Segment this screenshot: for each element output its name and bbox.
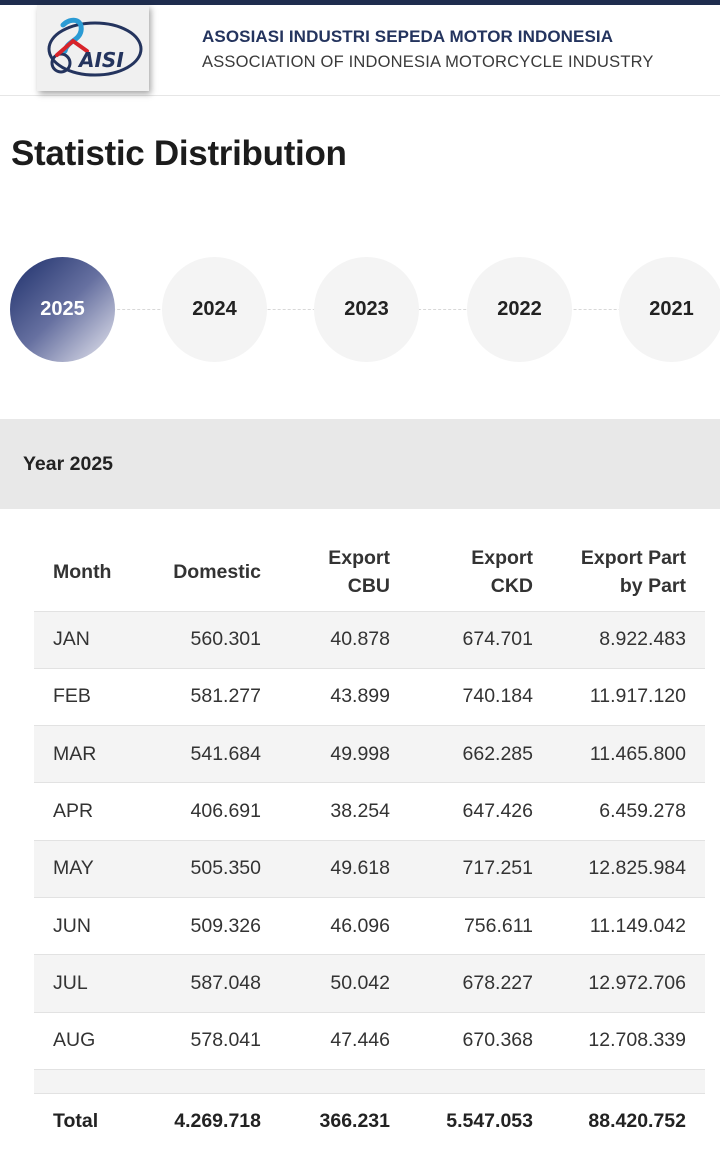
cell-domestic: 560.301 <box>143 610 280 669</box>
total-export-part: 88.420.752 <box>552 1092 705 1150</box>
cell-export-cbu: 50.042 <box>280 954 409 1013</box>
page-title: Statistic Distribution <box>11 134 347 173</box>
cell-month: MAR <box>34 725 143 783</box>
table-row: JAN 560.301 40.878 674.701 8.922.483 <box>34 610 705 669</box>
cell-export-part: 12.825.984 <box>552 839 705 898</box>
cell-month: JAN <box>34 610 143 669</box>
cell-domestic: 509.326 <box>143 896 280 955</box>
cell-domestic: 587.048 <box>143 954 280 1013</box>
cell-export-part: 12.708.339 <box>552 1011 705 1070</box>
total-export-ckd: 5.547.053 <box>409 1092 552 1150</box>
cell-month: APR <box>34 782 143 841</box>
cell-export-ckd: 662.285 <box>409 725 552 783</box>
cell-domestic: 406.691 <box>143 782 280 841</box>
cell-export-ckd: 740.184 <box>409 667 552 726</box>
spacer-cell <box>552 1068 705 1094</box>
col-header-domestic: Domestic <box>173 560 261 583</box>
cell-month: JUL <box>34 954 143 1013</box>
year-heading: Year 2025 <box>23 453 114 475</box>
year-tab-2024[interactable]: 2024 <box>162 257 267 362</box>
year-tab-2021[interactable]: 2021 <box>619 257 720 362</box>
cell-export-part: 8.922.483 <box>552 610 705 669</box>
cell-export-part: 11.465.800 <box>552 725 705 783</box>
total-month: Total <box>34 1092 143 1150</box>
aisi-logo[interactable]: AISI <box>37 5 149 91</box>
org-name: ASOSIASI INDUSTRI SEPEDA MOTOR INDONESIA <box>202 27 614 46</box>
col-header-export-ckd: Export CKD <box>471 546 533 597</box>
cell-export-part: 11.149.042 <box>552 896 705 955</box>
cell-export-part: 12.972.706 <box>552 954 705 1013</box>
total-domestic: 4.269.718 <box>143 1092 280 1150</box>
table-spacer-row <box>34 1068 705 1094</box>
cell-export-cbu: 40.878 <box>280 610 409 669</box>
spacer-cell <box>143 1068 280 1094</box>
cell-export-cbu: 47.446 <box>280 1011 409 1070</box>
col-header-export-cbu: Export CBU <box>328 546 390 597</box>
year-heading-bar: Year 2025 <box>0 419 720 509</box>
table-header-row: Month Domestic Export CBU Export CKD Expor… <box>34 533 705 611</box>
org-subtitle: ASSOCIATION OF INDONESIA MOTORCYCLE INDU… <box>202 53 654 71</box>
year-selector: 2025 2024 2023 2022 2021 <box>0 256 720 362</box>
table-row: MAR 541.684 49.998 662.285 11.465.800 <box>34 725 705 783</box>
cell-export-cbu: 49.998 <box>280 725 409 783</box>
cell-export-ckd: 647.426 <box>409 782 552 841</box>
table-row: MAY 505.350 49.618 717.251 12.825.984 <box>34 839 705 898</box>
cell-export-cbu: 46.096 <box>280 896 409 955</box>
cell-export-ckd: 756.611 <box>409 896 552 955</box>
site-header: AISI ASOSIASI INDUSTRI SEPEDA MOTOR INDO… <box>0 5 720 96</box>
table-total-row: Total 4.269.718 366.231 5.547.053 88.420.752 <box>34 1092 705 1150</box>
spacer-cell <box>280 1068 409 1094</box>
cell-export-ckd: 674.701 <box>409 610 552 669</box>
cell-export-cbu: 38.254 <box>280 782 409 841</box>
cell-export-cbu: 43.899 <box>280 667 409 726</box>
table-row: AUG 578.041 47.446 670.368 12.708.339 <box>34 1011 705 1070</box>
cell-export-ckd: 678.227 <box>409 954 552 1013</box>
cell-export-cbu: 49.618 <box>280 839 409 898</box>
cell-domestic: 578.041 <box>143 1011 280 1070</box>
cell-domestic: 581.277 <box>143 667 280 726</box>
cell-export-ckd: 670.368 <box>409 1011 552 1070</box>
cell-month: AUG <box>34 1011 143 1070</box>
spacer-cell <box>409 1068 552 1094</box>
cell-export-part: 6.459.278 <box>552 782 705 841</box>
svg-text:AISI: AISI <box>77 48 124 72</box>
year-tab-2025[interactable]: 2025 <box>10 257 115 362</box>
cell-month: JUN <box>34 896 143 955</box>
col-header-month: Month <box>53 560 112 583</box>
distribution-table: Month Domestic Export CBU Export CKD Expor… <box>34 533 705 1150</box>
col-header-export-part: Export Part by Part <box>580 546 686 597</box>
top-accent-bar <box>0 0 720 5</box>
total-export-cbu: 366.231 <box>280 1092 409 1150</box>
year-tab-2022[interactable]: 2022 <box>467 257 572 362</box>
motorcycle-logo-icon: AISI <box>47 17 143 77</box>
year-tab-2023[interactable]: 2023 <box>314 257 419 362</box>
cell-export-ckd: 717.251 <box>409 839 552 898</box>
table-row: APR 406.691 38.254 647.426 6.459.278 <box>34 782 705 841</box>
cell-export-part: 11.917.120 <box>552 667 705 726</box>
cell-month: MAY <box>34 839 143 898</box>
cell-domestic: 541.684 <box>143 725 280 783</box>
cell-domestic: 505.350 <box>143 839 280 898</box>
table-row: JUL 587.048 50.042 678.227 12.972.706 <box>34 954 705 1013</box>
cell-month: FEB <box>34 667 143 726</box>
spacer-cell <box>34 1068 143 1094</box>
table-row: FEB 581.277 43.899 740.184 11.917.120 <box>34 667 705 726</box>
table-row: JUN 509.326 46.096 756.611 11.149.042 <box>34 896 705 955</box>
